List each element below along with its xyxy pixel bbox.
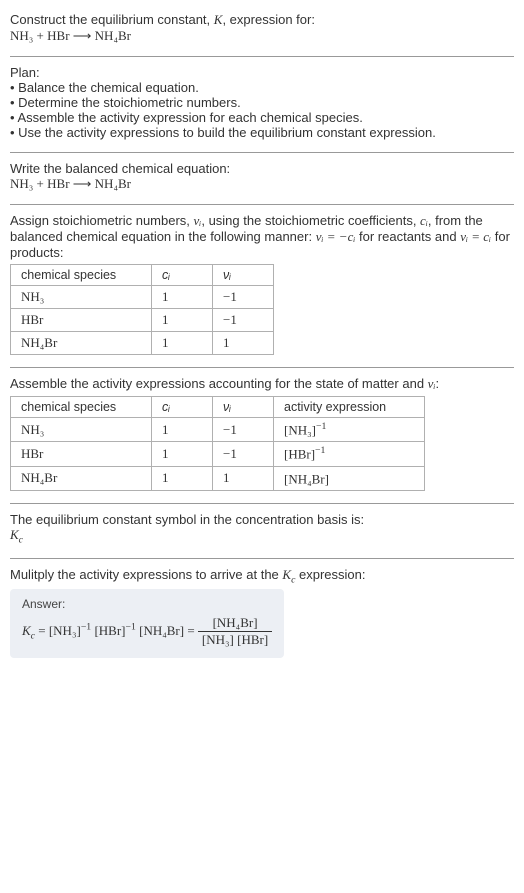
answer-K-sub: c (31, 630, 35, 641)
plan-item: • Balance the chemical equation. (10, 80, 514, 95)
cell-species: HBr (11, 442, 152, 466)
col-ci: cᵢ (152, 265, 213, 286)
cell-species: NH₄Br (11, 332, 152, 355)
kc-symbol-text: The equilibrium constant symbol in the c… (10, 512, 514, 527)
intro-section: Construct the equilibrium constant, K, e… (10, 6, 514, 54)
frac-den: [NH₃] [HBr] (198, 632, 272, 648)
balanced-equation: NH₃ + HBr ⟶ NH₄Br (10, 176, 131, 191)
cell-nu: −1 (213, 286, 274, 309)
activity-heading-a: Assemble the activity expressions accoun… (10, 376, 428, 391)
intro-text-b: , expression for: (222, 12, 315, 27)
assign-text: for reactants and (355, 229, 460, 244)
col-nu: νᵢ (213, 265, 274, 286)
table-row: HBr 1 −1 [HBr]−1 (11, 442, 425, 466)
table-header-row: chemical species cᵢ νᵢ (11, 265, 274, 286)
balanced-heading: Write the balanced chemical equation: (10, 161, 514, 176)
cell-nu: 1 (213, 466, 274, 490)
stoich-table: chemical species cᵢ νᵢ NH₃ 1 −1 HBr 1 −1… (10, 264, 274, 355)
cell-species: NH₃ (11, 286, 152, 309)
cell-nu: 1 (213, 332, 274, 355)
final-K: K (282, 567, 291, 582)
cell-species: NH₄Br (11, 466, 152, 490)
plan-item: • Assemble the activity expression for e… (10, 110, 514, 125)
plan-section: Plan: • Balance the chemical equation. •… (10, 59, 514, 150)
table-row: NH₃ 1 −1 [NH₃]−1 (11, 418, 425, 442)
frac-num: [NH₄Br] (198, 615, 272, 632)
cell-ci: 1 (152, 442, 213, 466)
factor-exp: −1 (125, 621, 135, 632)
activity-heading-b: : (436, 376, 440, 391)
cell-species: HBr (11, 309, 152, 332)
cell-ci: 1 (152, 286, 213, 309)
assign-section: Assign stoichiometric numbers, νᵢ , using… (10, 207, 514, 365)
col-ci: cᵢ (152, 397, 213, 418)
table-row: NH₄Br 1 1 [NH₄Br] (11, 466, 425, 490)
intro-text-a: Construct the equilibrium constant, (10, 12, 214, 27)
cell-nu: −1 (213, 418, 274, 442)
divider (10, 56, 514, 57)
col-nu: νᵢ (213, 397, 274, 418)
cell-species: NH₃ (11, 418, 152, 442)
cell-ci: 1 (152, 418, 213, 442)
table-header-row: chemical species cᵢ νᵢ activity expressi… (11, 397, 425, 418)
kc-symbol-section: The equilibrium constant symbol in the c… (10, 506, 514, 556)
final-section: Mulitply the activity expressions to arr… (10, 561, 514, 669)
col-species: chemical species (11, 265, 152, 286)
cell-nu: −1 (213, 309, 274, 332)
answer-label: Answer: (22, 597, 272, 611)
assign-rel1: νᵢ = −cᵢ (316, 229, 356, 244)
expr-exp: −1 (316, 421, 326, 432)
factor-base: [NH₄Br] (139, 623, 184, 638)
col-species: chemical species (11, 397, 152, 418)
answer-expression: Kc = [NH₃]−1 [HBr]−1 [NH₄Br] = [NH₄Br] [… (22, 623, 272, 638)
activity-nu: νᵢ (428, 376, 436, 391)
balanced-section: Write the balanced chemical equation: NH… (10, 155, 514, 202)
activity-table: chemical species cᵢ νᵢ activity expressi… (10, 396, 425, 491)
cell-ci: 1 (152, 309, 213, 332)
table-row: HBr 1 −1 (11, 309, 274, 332)
expr-base: [NH₃] (284, 422, 316, 437)
expr-base: [NH₄Br] (284, 471, 329, 486)
divider (10, 204, 514, 205)
expr-base: [HBr] (284, 447, 315, 462)
factor-exp: −1 (81, 621, 91, 632)
final-heading-a: Mulitply the activity expressions to arr… (10, 567, 282, 582)
plan-item: • Use the activity expressions to build … (10, 125, 514, 140)
divider (10, 367, 514, 368)
cell-expr: [NH₃]−1 (274, 418, 425, 442)
cell-nu: −1 (213, 442, 274, 466)
plan-heading: Plan: (10, 65, 514, 80)
cell-ci: 1 (152, 332, 213, 355)
answer-K: K (22, 623, 31, 638)
assign-text: , using the stoichiometric coefficients, (201, 213, 420, 228)
divider (10, 558, 514, 559)
activity-section: Assemble the activity expressions accoun… (10, 370, 514, 501)
plan-item: • Determine the stoichiometric numbers. (10, 95, 514, 110)
col-activity: activity expression (274, 397, 425, 418)
kc-K: K (10, 527, 19, 542)
intro-equation: NH₃ + HBr ⟶ NH₄Br (10, 28, 131, 43)
assign-text: Assign stoichiometric numbers, (10, 213, 194, 228)
cell-ci: 1 (152, 466, 213, 490)
answer-fraction: [NH₄Br] [NH₃] [HBr] (198, 615, 272, 648)
table-row: NH₄Br 1 1 (11, 332, 274, 355)
assign-rel2: νᵢ = cᵢ (460, 229, 491, 244)
cell-expr: [NH₄Br] (274, 466, 425, 490)
table-row: NH₃ 1 −1 (11, 286, 274, 309)
expr-exp: −1 (315, 445, 325, 456)
divider (10, 503, 514, 504)
assign-ci: cᵢ (420, 213, 428, 228)
cell-expr: [HBr]−1 (274, 442, 425, 466)
factor-base: [HBr] (94, 623, 125, 638)
divider (10, 152, 514, 153)
factor-base: [NH₃] (49, 623, 81, 638)
kc-sub: c (19, 535, 23, 546)
answer-box: Answer: Kc = [NH₃]−1 [HBr]−1 [NH₄Br] = [… (10, 589, 284, 658)
final-heading-b: expression: (295, 567, 365, 582)
